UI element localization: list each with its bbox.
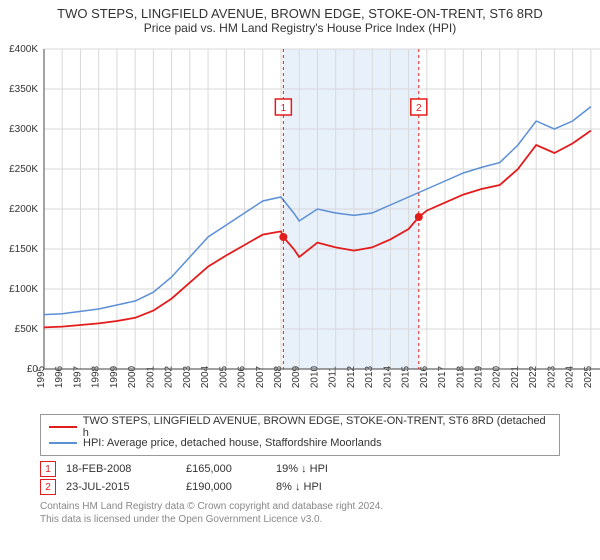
event-marker-box: 1 — [40, 461, 56, 477]
footer-line-2: This data is licensed under the Open Gov… — [40, 513, 560, 526]
legend-item: TWO STEPS, LINGFIELD AVENUE, BROWN EDGE,… — [49, 419, 551, 435]
y-tick-label: £150K — [9, 244, 38, 255]
chart-title: TWO STEPS, LINGFIELD AVENUE, BROWN EDGE,… — [0, 0, 600, 21]
sale-marker-number: 1 — [281, 103, 287, 114]
legend-swatch — [49, 426, 77, 428]
chart-subtitle: Price paid vs. HM Land Registry's House … — [0, 21, 600, 41]
event-price: £190,000 — [186, 481, 266, 493]
legend-label: HPI: Average price, detached house, Staf… — [83, 437, 382, 449]
footer-attribution: Contains HM Land Registry data © Crown c… — [40, 500, 560, 526]
event-marker-box: 2 — [40, 479, 56, 495]
sale-marker-number: 2 — [416, 103, 422, 114]
legend-label: TWO STEPS, LINGFIELD AVENUE, BROWN EDGE,… — [83, 415, 551, 439]
sale-marker-dot — [415, 213, 423, 221]
chart-area: £0£50K£100K£150K£200K£250K£300K£350K£400… — [0, 41, 600, 408]
event-delta: 8% ↓ HPI — [276, 481, 386, 493]
y-tick-label: £50K — [15, 324, 39, 335]
event-date: 23-JUL-2015 — [66, 481, 176, 493]
footer-line-1: Contains HM Land Registry data © Crown c… — [40, 500, 560, 513]
y-tick-label: £100K — [9, 284, 38, 295]
y-tick-label: £250K — [9, 164, 38, 175]
event-row: 1 18-FEB-2008 £165,000 19% ↓ HPI — [40, 460, 560, 478]
line-chart: £0£50K£100K£150K£200K£250K£300K£350K£400… — [0, 41, 600, 403]
sale-events: 1 18-FEB-2008 £165,000 19% ↓ HPI 2 23-JUL-201… — [40, 460, 560, 496]
y-tick-label: £400K — [9, 44, 38, 55]
y-tick-label: £200K — [9, 204, 38, 215]
event-delta: 19% ↓ HPI — [276, 463, 386, 475]
y-tick-label: £350K — [9, 84, 38, 95]
event-price: £165,000 — [186, 463, 266, 475]
y-tick-label: £300K — [9, 124, 38, 135]
legend: TWO STEPS, LINGFIELD AVENUE, BROWN EDGE,… — [40, 414, 560, 456]
legend-swatch — [49, 442, 77, 444]
event-row: 2 23-JUL-2015 £190,000 8% ↓ HPI — [40, 478, 560, 496]
event-date: 18-FEB-2008 — [66, 463, 176, 475]
sale-marker-dot — [279, 233, 287, 241]
